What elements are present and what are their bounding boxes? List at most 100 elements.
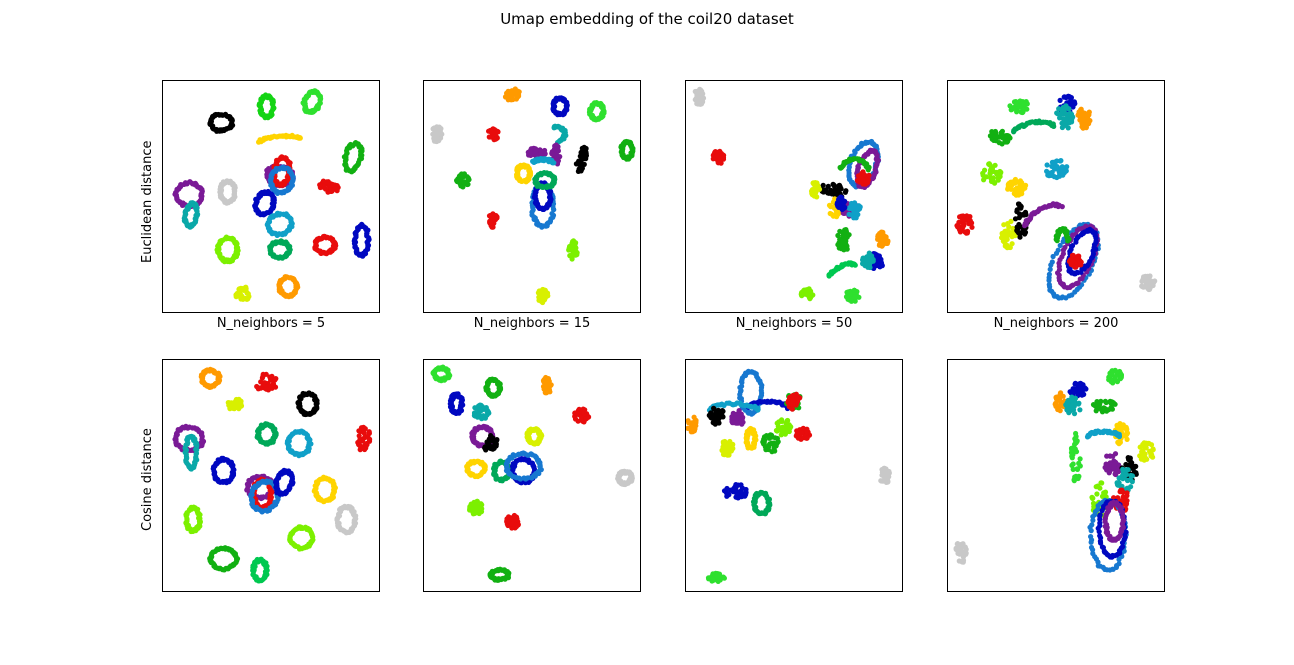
scatter-point <box>313 401 319 407</box>
scatter-point <box>578 164 585 170</box>
x-axis-label: N_neighbors = 200 <box>993 316 1119 331</box>
scatter-point <box>244 289 250 296</box>
scatter-point <box>455 176 461 182</box>
cluster <box>287 524 316 552</box>
scatter-point <box>435 136 441 142</box>
scatter-point <box>1081 123 1087 129</box>
cluster <box>486 211 500 230</box>
cluster <box>854 169 872 187</box>
cluster <box>551 123 569 146</box>
scatter-point <box>960 213 966 219</box>
scatter-point <box>260 381 266 387</box>
cluster <box>454 171 472 190</box>
scatter-point <box>1017 234 1023 240</box>
scatter-point <box>485 409 491 415</box>
scatter-point <box>240 296 246 302</box>
scatter-point <box>433 126 439 132</box>
scatter-point <box>1002 236 1008 242</box>
scatter-point <box>846 232 852 238</box>
scatter-point <box>550 206 557 212</box>
scatter-point <box>697 101 703 107</box>
scatter-point <box>860 177 866 183</box>
cluster <box>530 156 557 166</box>
scatter-point <box>1016 230 1022 236</box>
scatter-point <box>833 191 839 197</box>
scatter-plot <box>430 364 635 583</box>
scatter-point <box>487 213 493 219</box>
scatter-point <box>1058 111 1064 117</box>
scatter-point <box>583 145 589 152</box>
scatter-point <box>826 273 832 279</box>
scatter-point <box>882 237 888 243</box>
scatter-point <box>459 174 465 180</box>
scatter-point <box>1020 109 1026 115</box>
scatter-point <box>1057 242 1063 249</box>
scatter-point <box>331 487 337 493</box>
cluster <box>248 478 282 515</box>
scatter-point <box>1050 164 1056 170</box>
scatter-point <box>357 157 363 163</box>
scatter-point <box>330 182 336 188</box>
scatter-point <box>1017 104 1023 110</box>
scatter-point <box>504 94 510 100</box>
scatter-point <box>541 289 547 295</box>
cluster <box>254 371 279 393</box>
scatter-point <box>697 86 703 92</box>
cluster <box>1022 201 1065 229</box>
scatter-point <box>842 236 849 242</box>
scatter-point <box>199 193 205 199</box>
scatter-point <box>263 568 269 574</box>
scatter-point <box>871 171 877 177</box>
scatter-point <box>1068 261 1074 267</box>
scatter-point <box>1047 170 1053 176</box>
scatter-point <box>1066 106 1072 112</box>
cluster <box>182 433 200 472</box>
cluster <box>256 132 303 145</box>
scatter-point <box>844 289 850 295</box>
scatter-point <box>1139 283 1145 289</box>
cluster <box>514 162 534 185</box>
scatter-point <box>1011 129 1017 135</box>
scatter-point <box>798 291 804 297</box>
scatter-point <box>866 172 872 178</box>
cluster <box>181 200 201 230</box>
scatter-point <box>999 141 1005 147</box>
cluster <box>954 213 975 236</box>
scatter-point <box>231 191 237 197</box>
scatter-point <box>1044 162 1050 168</box>
scatter-point <box>997 168 1003 175</box>
scatter-point <box>1006 224 1012 230</box>
subplot-cosine-15 <box>423 359 641 592</box>
scatter-point <box>270 106 276 112</box>
scatter-point <box>1000 134 1006 140</box>
scatter-point <box>1085 119 1092 125</box>
scatter-point <box>289 180 295 186</box>
scatter-point <box>1056 169 1062 176</box>
scatter-point <box>1089 255 1095 261</box>
cluster <box>486 126 501 143</box>
cluster <box>317 178 341 195</box>
cluster <box>341 140 365 175</box>
scatter-point <box>987 170 993 176</box>
scatter-point <box>288 219 294 225</box>
scatter-point <box>273 432 279 438</box>
scatter-point <box>270 205 276 211</box>
cluster <box>491 458 513 484</box>
cluster <box>999 218 1018 251</box>
scatter-point <box>1146 284 1152 290</box>
scatter-point <box>1070 99 1076 105</box>
scatter-point <box>1068 117 1074 123</box>
scatter-point <box>815 183 821 189</box>
scatter-point <box>260 373 266 379</box>
scatter-point <box>1019 191 1025 197</box>
cluster <box>1066 252 1084 270</box>
scatter-point <box>1020 229 1026 235</box>
scatter-point <box>1078 107 1084 113</box>
scatter-point <box>546 382 552 389</box>
cluster <box>430 124 445 145</box>
cluster <box>210 455 237 486</box>
scatter-point <box>356 428 362 434</box>
scatter-point <box>533 146 539 152</box>
scatter-point <box>551 177 557 183</box>
scatter-point <box>488 129 494 135</box>
